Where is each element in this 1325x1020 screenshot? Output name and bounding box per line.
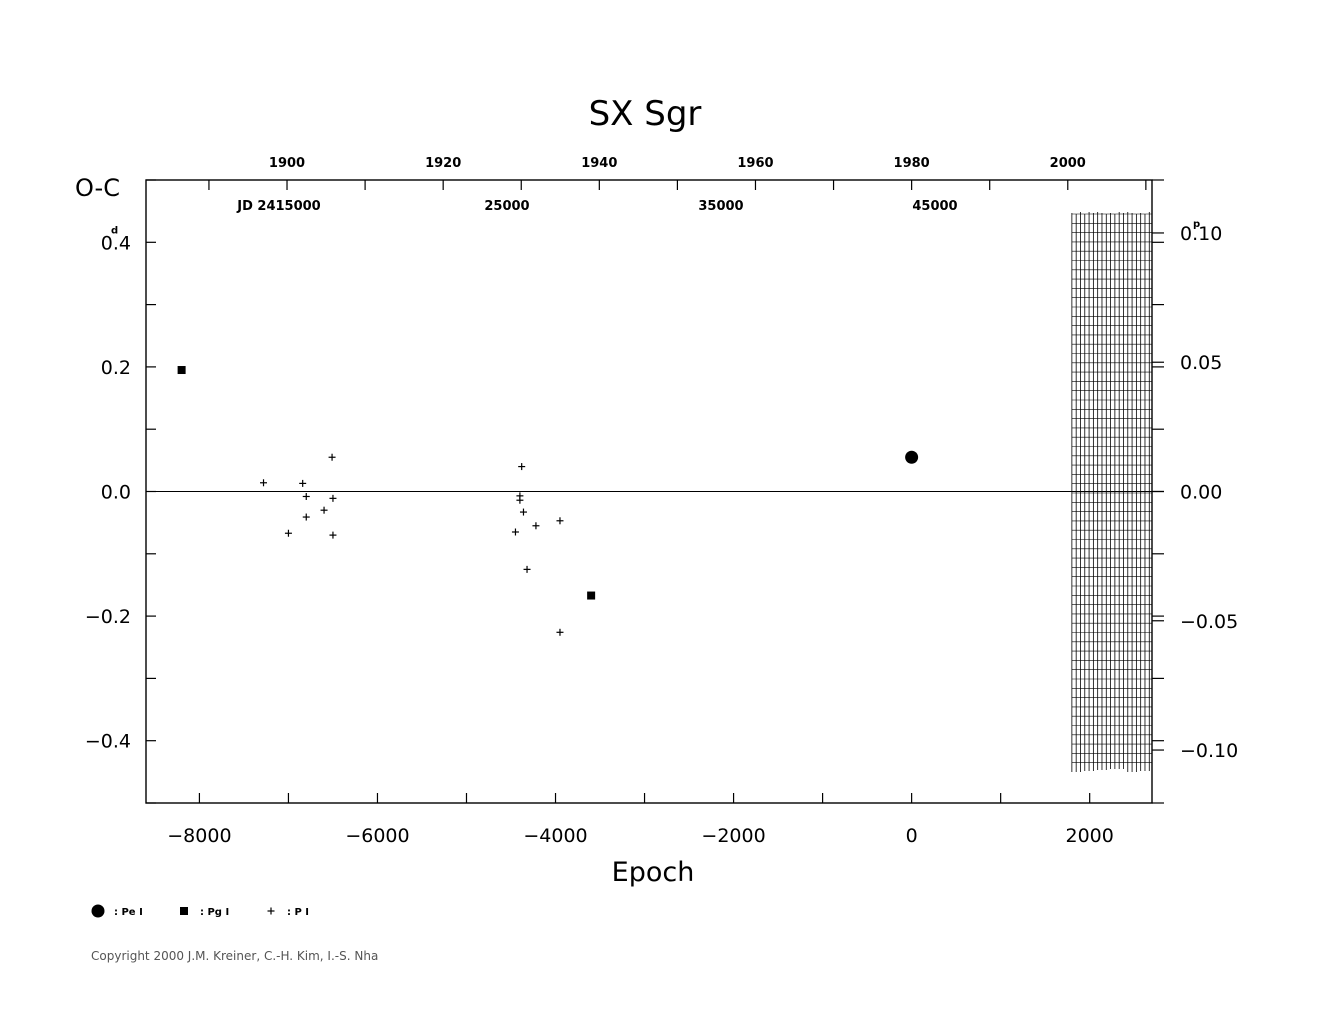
legend-label: : Pe I xyxy=(114,907,143,918)
y-unit-label: d xyxy=(111,225,118,236)
x-tick-label: 2000 xyxy=(1066,825,1114,847)
y2-tick-label: 0.00 xyxy=(1180,482,1222,504)
point-p xyxy=(556,517,564,525)
point-pg xyxy=(177,366,186,375)
point-p xyxy=(532,522,540,530)
point-p xyxy=(260,479,268,487)
point-pe xyxy=(905,450,919,464)
top-year-label: 1960 xyxy=(737,156,773,171)
point-p xyxy=(329,494,337,502)
point-p xyxy=(516,496,524,504)
legend-marker-pe xyxy=(91,904,105,918)
x-tick-label: 0 xyxy=(906,825,918,847)
copyright-note: Copyright 2000 J.M. Kreiner, C.-H. Kim, … xyxy=(91,949,378,963)
top-year-label: 1980 xyxy=(894,156,930,171)
y2-tick-label: −0.05 xyxy=(1180,611,1238,633)
point-p xyxy=(519,508,527,516)
x-tick-label: −8000 xyxy=(167,825,231,847)
legend-marker-pg xyxy=(180,907,188,915)
point-p xyxy=(299,479,307,487)
jd-label: 25000 xyxy=(484,199,529,214)
x-tick-label: −2000 xyxy=(701,825,765,847)
jd-label: 45000 xyxy=(912,199,957,214)
y2-tick-label: 0.05 xyxy=(1180,352,1222,374)
point-p xyxy=(329,531,337,539)
y-tick-label: −0.4 xyxy=(85,731,131,753)
point-pg xyxy=(587,591,596,600)
point-p xyxy=(556,628,564,636)
y-axis-label: O-C xyxy=(75,174,120,202)
jd-label: 35000 xyxy=(698,199,743,214)
point-p xyxy=(523,565,531,573)
top-year-label: 1940 xyxy=(581,156,617,171)
top-year-label: 1900 xyxy=(269,156,305,171)
jd-label: JD 2415000 xyxy=(236,199,320,214)
legend: : Pe I : Pg I : P I xyxy=(91,904,309,918)
y2-tick-label: 0.10 xyxy=(1180,223,1222,245)
y-tick-label: −0.2 xyxy=(85,606,131,628)
legend-label: : P I xyxy=(287,907,309,918)
point-p xyxy=(302,492,310,500)
point-p xyxy=(284,529,292,537)
x-axis-label: Epoch xyxy=(612,857,695,888)
y-tick-label: 0.0 xyxy=(101,482,131,504)
x-tick-label: −4000 xyxy=(523,825,587,847)
y2-unit-label: p xyxy=(1193,219,1200,230)
legend-label: : Pg I xyxy=(200,907,229,918)
top-year-label: 2000 xyxy=(1050,156,1086,171)
x-tick-label: −6000 xyxy=(345,825,409,847)
point-p xyxy=(511,528,519,536)
point-p xyxy=(302,513,310,521)
top-year-label: 1920 xyxy=(425,156,461,171)
y-tick-label: 0.2 xyxy=(101,357,131,379)
y-tick-label: 0.4 xyxy=(101,232,131,254)
point-p xyxy=(518,463,526,471)
point-p xyxy=(328,453,336,461)
plot-area: 0.4 0.2 0.0 −0.2 −0.4 d 0.10 0.05 0.00 −0.05 −0.10… xyxy=(85,156,1238,847)
y2-tick-label: −0.10 xyxy=(1180,740,1238,762)
point-p xyxy=(320,506,328,514)
chart-title: SX Sgr xyxy=(589,94,702,134)
